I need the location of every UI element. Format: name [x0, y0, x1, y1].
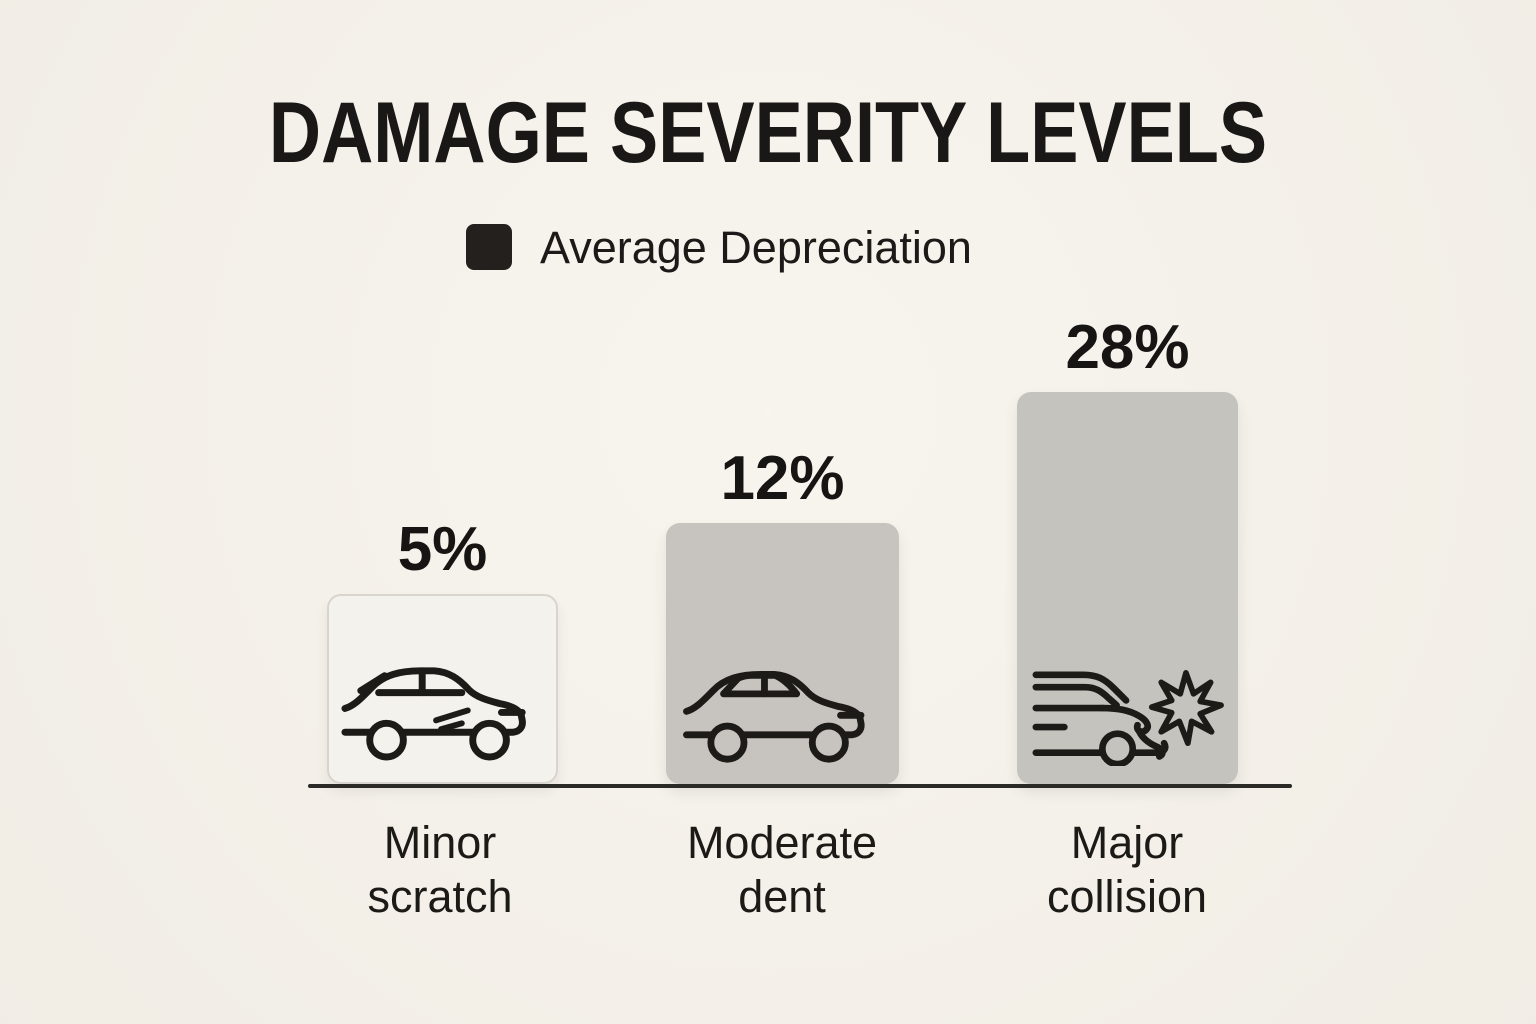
value-label-major-collision: 28% [1065, 313, 1190, 382]
value-label-minor-scratch: 5% [397, 515, 488, 584]
bar-major-collision [1017, 392, 1238, 784]
car-scratched-icon [340, 667, 526, 761]
bar-moderate-dent [666, 523, 899, 784]
bar-group-minor-scratch: 5% [327, 519, 558, 784]
legend-label: Average Depreciation [540, 221, 972, 273]
chart-title: DAMAGE SEVERITY LEVELS [268, 85, 1268, 181]
bar-group-moderate-dent: 12% [666, 448, 899, 784]
bar-minor-scratch [327, 594, 558, 784]
axis-baseline [308, 784, 1292, 788]
car-collision-icon [1032, 670, 1224, 766]
legend-swatch-icon [466, 224, 512, 270]
category-label-moderate-dent: Moderate dent [686, 817, 878, 922]
value-label-moderate-dent: 12% [720, 444, 845, 513]
car-dented-icon [682, 670, 865, 763]
legend: Average Depreciation [466, 224, 972, 270]
category-label-major-collision: Major collision [1046, 817, 1208, 922]
category-label-minor-scratch: Minor scratch [367, 817, 513, 922]
bar-group-major-collision: 28% [1017, 317, 1238, 784]
